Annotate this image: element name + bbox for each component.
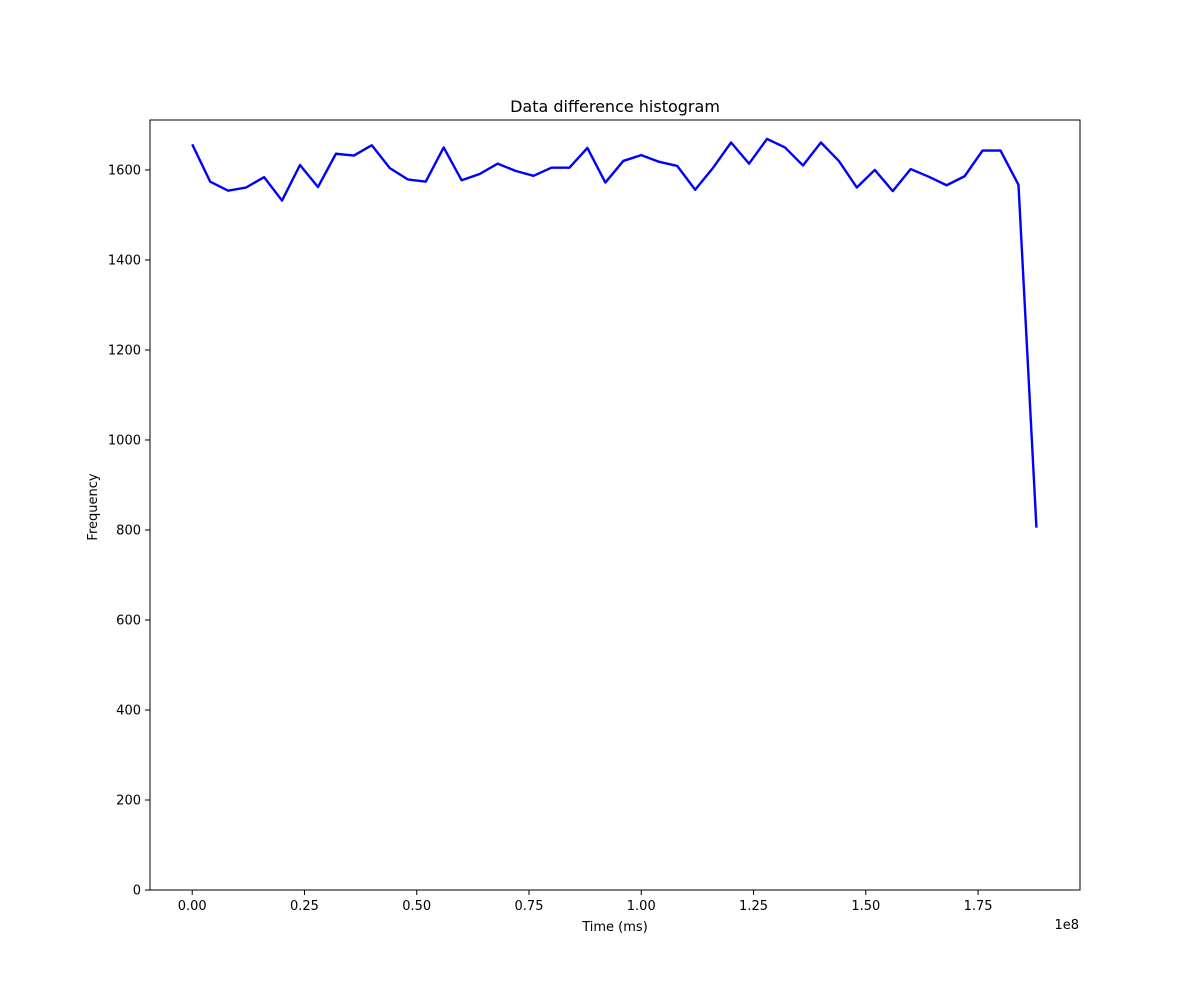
axes-frame — [149, 119, 1081, 891]
x-axis-offset-label: 1e8 — [1054, 918, 1079, 933]
x-tick-label: 1.25 — [739, 899, 768, 914]
plot-area — [191, 137, 1038, 528]
y-tick-label: 1200 — [108, 343, 141, 358]
x-tick-label: 0.25 — [290, 899, 319, 914]
y-tick-label: 800 — [116, 523, 141, 538]
y-tick-label: 200 — [116, 793, 141, 808]
x-tick-label: 1.75 — [964, 899, 993, 914]
x-axis: 0.00 0.25 0.50 0.75 1.00 1.25 1.50 1.75 — [178, 890, 993, 914]
y-tick-label: 1400 — [108, 253, 141, 268]
x-tick-label: 0.75 — [515, 899, 544, 914]
y-tick-label: 0 — [133, 884, 141, 899]
y-tick-label: 1600 — [108, 163, 141, 178]
y-tick-label: 1000 — [108, 433, 141, 448]
x-tick-label: 0.50 — [402, 899, 431, 914]
y-tick-label: 600 — [116, 613, 141, 628]
y-axis: 0 200 400 600 800 1000 1200 1400 1600 — [108, 163, 150, 899]
x-axis-label: Time (ms) — [581, 920, 648, 935]
chart-title: Data difference histogram — [510, 97, 720, 116]
x-tick-label: 1.00 — [627, 899, 656, 914]
series-line — [191, 137, 1038, 528]
x-tick-label: 0.00 — [178, 899, 207, 914]
x-tick-label: 1.50 — [851, 899, 880, 914]
y-axis-label: Frequency — [86, 473, 101, 540]
y-tick-label: 400 — [116, 703, 141, 718]
